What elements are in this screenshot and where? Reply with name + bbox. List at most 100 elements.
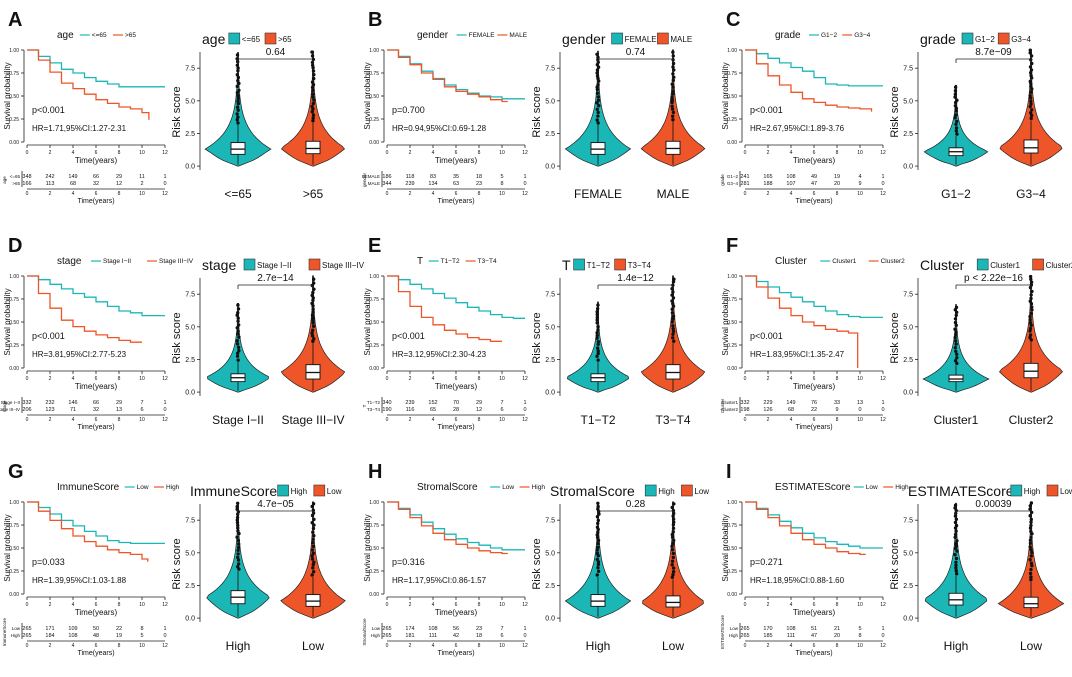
risk-table-x-tick-label: 12 — [522, 417, 528, 423]
violin-outlier-high — [1029, 113, 1034, 118]
risk-table-x-tick-label: 6 — [455, 191, 458, 197]
violin-legend-label-low: T1−T2 — [587, 261, 611, 270]
violin-outlier-low — [595, 307, 600, 311]
risk-table-x-tick-label: 2 — [49, 417, 52, 423]
violin-outlier-low — [235, 351, 240, 355]
violin-outlier-low — [954, 129, 959, 133]
violin-y-axis-label: Risk score — [171, 538, 183, 589]
violin-outlier-high — [311, 307, 315, 311]
km-hazard-ratio: HR=1.17,95%CI:0.86-1.57 — [392, 576, 487, 585]
violin-outlier-high — [672, 277, 676, 281]
violin-outlier-low — [595, 557, 599, 562]
panel-letter: H — [368, 461, 382, 483]
violin-legend-swatch-high — [1046, 484, 1059, 497]
km-y-tick-label: 0.00 — [369, 140, 379, 146]
km-legend-label-low: FEMALE — [469, 32, 496, 39]
violin-outlier-high — [671, 50, 675, 54]
violin-outlier-high — [670, 299, 674, 303]
violin-outlier-low — [595, 331, 599, 335]
risk-table-cell-high: 18 — [476, 633, 482, 639]
violin-outlier-low — [596, 95, 601, 99]
violin-outlier-high — [310, 104, 314, 109]
violin-outlier-low — [236, 307, 241, 311]
violin-outlier-high — [1028, 571, 1033, 576]
violin-outlier-low — [236, 99, 240, 103]
violin-outlier-low — [236, 75, 241, 80]
violin-outlier-high — [311, 318, 315, 323]
violin-outlier-high — [310, 63, 315, 67]
violin-outlier-high — [1029, 554, 1034, 558]
risk-table-cell-low: 242 — [45, 174, 54, 180]
risk-table-row-label-low: Stage I−II — [1, 400, 20, 405]
km-x-tick-label: 0 — [744, 376, 747, 382]
violin-legend-label-high: Low — [694, 487, 709, 496]
risk-table-cell-low: 174 — [405, 626, 414, 632]
violin-outlier-high — [311, 544, 316, 549]
km-curve-high — [387, 49, 508, 103]
violin-outlier-low — [596, 340, 601, 344]
violin-outlier-high — [310, 504, 314, 509]
violin-p-value: 8.7e−09 — [975, 47, 1012, 58]
violin-outlier-low — [236, 345, 241, 350]
risk-table-cell-low: 265 — [740, 626, 749, 632]
risk-table-x-tick-label: 12 — [522, 643, 528, 649]
violin-outlier-low — [595, 71, 599, 75]
violin-outlier-high — [670, 548, 675, 552]
violin-y-axis-label: Risk score — [171, 86, 183, 137]
risk-table-x-tick-label: 8 — [836, 643, 839, 649]
violin-outlier-low — [235, 105, 240, 109]
violin-outlier-high — [1028, 65, 1033, 69]
km-legend-title: grade — [775, 30, 801, 41]
risk-table-cell-high: 113 — [46, 181, 55, 187]
violin-outlier-high — [1029, 102, 1033, 106]
risk-table-cell-high: 116 — [406, 407, 415, 413]
violin-outlier-high — [311, 88, 315, 93]
km-x-tick-label: 10 — [499, 602, 505, 608]
violin-outlier-high — [311, 526, 316, 531]
risk-table-variable-label: T — [362, 404, 367, 407]
violin-outlier-high — [310, 85, 315, 90]
violin-outlier-high — [1028, 274, 1033, 279]
violin-outlier-low — [954, 122, 958, 127]
km-x-tick-label: 12 — [880, 150, 886, 156]
violin-outlier-low — [953, 116, 957, 120]
violin-y-tick-label: 0.0 — [185, 390, 195, 397]
violin-outlier-high — [671, 555, 675, 560]
violin-outlier-high — [671, 72, 675, 76]
violin-outlier-low — [953, 327, 957, 331]
violin-box-high — [305, 594, 321, 607]
violin-outlier-high — [671, 89, 675, 93]
risk-table-cell-high: 0 — [523, 633, 526, 639]
km-y-tick-label: 0.25 — [727, 343, 737, 349]
violin-outlier-low — [236, 545, 241, 550]
violin-outlier-low — [953, 506, 957, 510]
violin-outlier-low — [236, 526, 240, 530]
km-curve-low — [27, 501, 165, 545]
km-plot: ESTIMATEScore Low High 0.00 0.25 0.50 0.75 1.00… — [720, 482, 909, 657]
violin-legend-label-low: Stage I−II — [257, 261, 291, 270]
km-x-tick-label: 4 — [72, 150, 75, 156]
violin-y-tick-label: 5.0 — [545, 550, 555, 557]
km-plot: grade G1−2 G3−40.000.250.500.751.000 2 4 6 8 10… — [720, 30, 886, 205]
km-y-tick-label: 0.25 — [9, 343, 19, 349]
risk-table-cell-high: 48 — [93, 633, 99, 639]
violin-outlier-low — [954, 313, 958, 317]
km-y-tick-label: 0.00 — [727, 140, 737, 146]
risk-table-cell-low: 4 — [858, 174, 861, 180]
violin-legend-title: Cluster — [920, 257, 965, 273]
risk-table-x-tick-label: 4 — [790, 417, 793, 423]
km-legend-label-low: Stage I−II — [103, 258, 131, 265]
violin-outlier-low — [954, 113, 958, 117]
risk-table-cell-low: 118 — [406, 174, 415, 180]
km-x-axis-label: Time(years) — [435, 608, 478, 617]
violin-outlier-low — [235, 53, 240, 57]
violin-legend-label-high: G3−4 — [1011, 35, 1031, 44]
violin-y-tick-label: 7.5 — [185, 66, 195, 73]
violin-outlier-low — [236, 542, 241, 546]
violin-box-high — [665, 595, 681, 608]
km-legend-label-low: Cluster1 — [832, 258, 857, 265]
risk-table-cell-high: 2 — [140, 181, 143, 187]
risk-table-x-tick-label: 10 — [857, 191, 863, 197]
risk-table-x-tick-label: 4 — [72, 643, 75, 649]
